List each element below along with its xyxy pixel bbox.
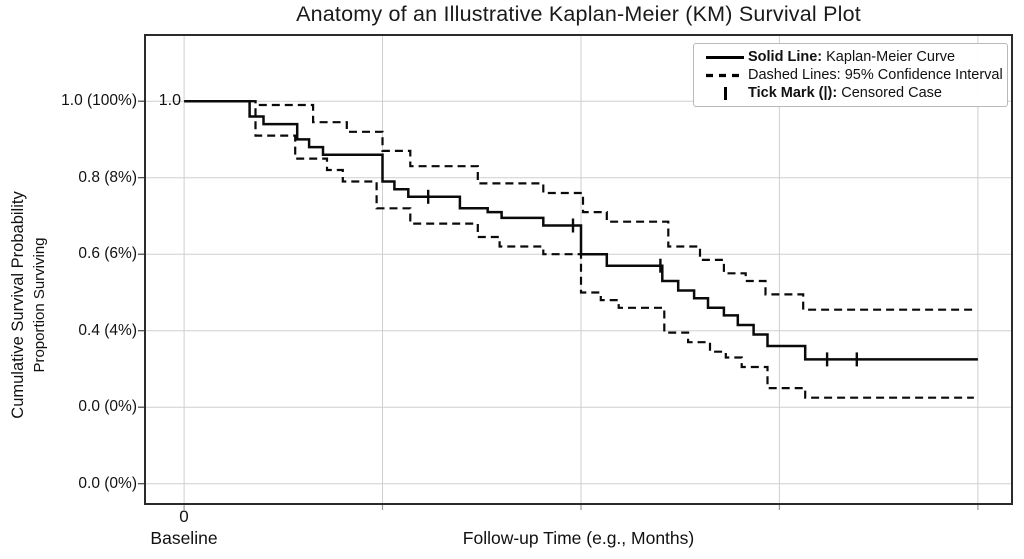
dashed-line-icon [702, 73, 748, 78]
legend: Solid Line: Kaplan-Meier Curve Dashed Li… [693, 43, 1008, 107]
x-axis-label: Follow-up Time (e.g., Months) [462, 528, 695, 548]
legend-item-dashed-line: Dashed Lines: 95% Confidence Interval [702, 66, 1003, 84]
y-tick-label: 0.4 (4%) [78, 321, 137, 339]
series-ci-upper [249, 100, 974, 311]
x-tick-label-zero: 0 [179, 507, 189, 526]
legend-label: Tick Mark (|): Censored Case [748, 85, 942, 101]
y-tick-label: 0.0 (0%) [78, 398, 137, 416]
plot-title: Anatomy of an Illustrative Kaplan-Meier … [296, 2, 861, 26]
legend-label: Solid Line: Kaplan-Meier Curve [748, 49, 956, 65]
legend-item-censor-tick: Tick Mark (|): Censored Case [702, 84, 999, 102]
censor-tick-icon [702, 86, 748, 100]
y-tick-label: 0.6 (6%) [78, 245, 137, 263]
y-axis-label: Cumulative Survival Probability Proporti… [7, 75, 53, 535]
y-tick-label: 0.8 (8%) [78, 168, 137, 186]
plot-border [144, 34, 1013, 505]
series-ci-lower [249, 100, 974, 399]
y-axis-label-line1: Cumulative Survival Probability [9, 191, 27, 419]
legend-label: Dashed Lines: 95% Confidence Interval [748, 67, 1003, 83]
y-tick-label: 0.0 (0%) [78, 474, 137, 492]
solid-line-icon [702, 55, 748, 59]
baseline-label: Baseline [150, 528, 218, 548]
y-tick-label: 1.0 (100%) [61, 92, 137, 110]
series-km-curve [184, 99, 978, 361]
legend-item-solid-line: Solid Line: Kaplan-Meier Curve [702, 48, 999, 66]
curve-start-annotation: 1.0 [158, 92, 181, 109]
y-axis-label-line2: Proportion Surviving [31, 237, 48, 373]
